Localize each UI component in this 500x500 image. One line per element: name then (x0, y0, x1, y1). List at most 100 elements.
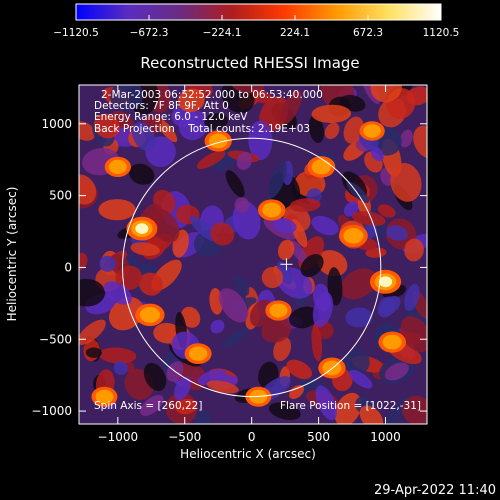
heatmap-blob (218, 288, 249, 323)
heatmap-blob (277, 261, 293, 285)
heatmap-blob (384, 362, 409, 381)
y-tick-label: 1000 (41, 117, 72, 131)
annotation-method-counts: Back Projection Total counts: 2.19E+03 (94, 123, 310, 135)
heatmap-blob (404, 238, 424, 262)
heatmap-blob (273, 218, 297, 234)
heatmap-blob (79, 252, 88, 271)
heatmap-blob (312, 291, 333, 328)
heatmap-blob (85, 347, 102, 358)
annotation-energy-range: Energy Range: 6.0 - 12.0 keV (94, 111, 248, 123)
bright-source-core (311, 159, 331, 175)
x-tick-label: 0 (248, 430, 256, 444)
bright-source-core (269, 303, 288, 318)
heatmap-blob (308, 115, 325, 143)
heatmap-blob (210, 319, 225, 334)
heatmap-blob (177, 88, 205, 113)
colorbar-tick-label: 672.3 (353, 27, 383, 39)
y-tick-label: −1000 (31, 404, 72, 418)
heatmap-blob (340, 268, 377, 300)
heatmap-blob (343, 116, 364, 144)
annotation-detectors: Detectors: 7F 8F 9F, Att 0 (94, 100, 229, 112)
heatmap-blob (128, 163, 155, 185)
heatmap-blob (79, 174, 97, 205)
x-tick-label: −1000 (98, 430, 139, 444)
colorbar-ticks: −1120.5 −672.3 −224.1 224.1 672.3 1120.5 (53, 15, 459, 39)
heatmap-blob (399, 129, 413, 148)
heatmap-blob (316, 250, 348, 277)
heatmap-blob (370, 146, 384, 162)
heatmap-blob (206, 380, 239, 394)
heatmap-blob (98, 199, 136, 221)
bright-source-core (343, 228, 364, 244)
y-tick-label: −500 (39, 332, 72, 346)
axis-ticks: −1000 −500 0 500 1000 −1000 −500 0 500 1000 (31, 85, 427, 444)
heatmap-blob (404, 283, 420, 311)
annotation-time-range: 2-Mar-2003 06:52:52.000 to 06:53:40.000 (101, 89, 323, 101)
heatmap-blob (289, 198, 321, 213)
bright-source-core (363, 124, 381, 138)
heatmap-blob (98, 347, 137, 364)
heatmap-blob (180, 306, 201, 328)
y-axis-label: Heliocentric Y (arcsec) (5, 187, 19, 322)
heatmap-blob (103, 281, 132, 305)
bright-source-core (208, 133, 228, 149)
heatmap-blob (334, 392, 362, 424)
x-tick-label: 1000 (370, 430, 401, 444)
heatmap-blob (344, 348, 370, 376)
heatmap-blob (386, 225, 408, 241)
heatmap-blob (248, 120, 273, 161)
heatmap-blob (113, 360, 128, 376)
heatmap-blob (390, 163, 422, 202)
spin-axis-marker (280, 258, 293, 271)
heatmap-blob (277, 239, 295, 261)
bright-source-core (108, 159, 127, 174)
heatmap-blob (178, 110, 209, 141)
colorbar-tick-label: −224.1 (203, 27, 242, 39)
colorbar: −1120.5 −672.3 −224.1 224.1 672.3 1120.5 (53, 3, 459, 39)
heatmap-blob (370, 85, 402, 103)
heatmap-blob (93, 113, 120, 139)
bright-source-core (382, 334, 402, 350)
heatmap-blob (222, 327, 249, 349)
heatmap-blob (138, 272, 163, 296)
heatmap-blob (79, 319, 106, 345)
heatmap-blobs (79, 85, 427, 424)
heatmap-blob (324, 122, 340, 140)
annotations: 2-Mar-2003 06:52:52.000 to 06:53:40.000 … (94, 89, 421, 412)
heatmap-blob (189, 215, 218, 242)
x-axis-label: Heliocentric X (arcsec) (180, 447, 316, 461)
spin-axis-label: Spin Axis = [260,22] (94, 400, 202, 412)
heatmap-blob (99, 255, 117, 272)
chart-title: Reconstructed RHESSI Image (140, 54, 359, 72)
heatmap-blob (273, 336, 292, 362)
heatmap-blob (261, 266, 284, 289)
colorbar-tick-label: −672.3 (130, 27, 169, 39)
colorbar-tick-label: 1120.5 (423, 27, 460, 39)
heatmap-blob (233, 275, 250, 297)
heatmap-blob (140, 395, 164, 416)
bright-source-peak (135, 223, 149, 234)
heatmap-image (79, 85, 427, 424)
heatmap-blob (143, 362, 167, 391)
x-tick-label: 500 (307, 430, 330, 444)
heatmap-blob (261, 317, 292, 343)
x-tick-label: −500 (168, 430, 201, 444)
footer-timestamp: 29-Apr-2022 11:40 (374, 483, 496, 498)
heatmap-blob (400, 316, 427, 353)
heatmap-blob (289, 240, 308, 264)
heatmap-blob (79, 121, 96, 141)
heatmap-blob (311, 324, 323, 362)
plot-frame (78, 84, 428, 425)
heatmap-blob (131, 121, 156, 151)
flare-position-label: Flare Position = [1022,-31] (280, 400, 421, 412)
heatmap-blob (379, 295, 401, 316)
colorbar-tick-label: 224.1 (280, 27, 310, 39)
bright-source-core (188, 346, 208, 361)
colorbar-scale (75, 3, 442, 21)
bright-source-core (139, 306, 161, 323)
colorbar-tick-label: −1120.5 (53, 27, 99, 39)
heatmap-blob (79, 278, 106, 307)
heatmap-blob (175, 398, 198, 415)
heatmap-blob (193, 410, 212, 424)
